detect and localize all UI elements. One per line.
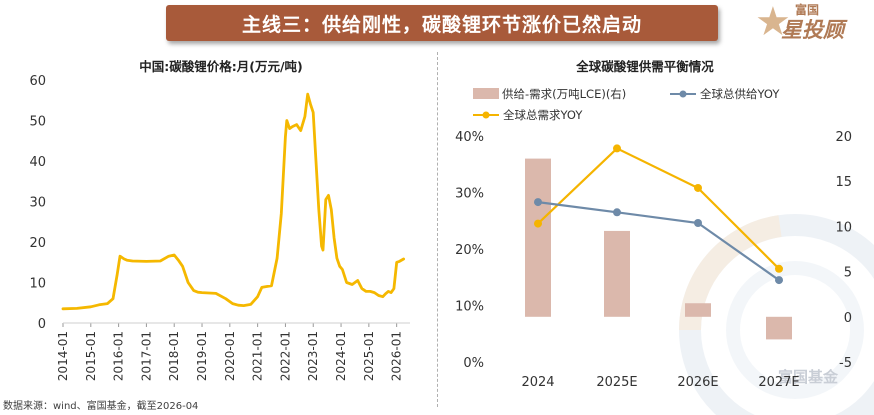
supply-demand-gap-bar	[604, 230, 630, 317]
supply-yoy-point	[775, 276, 783, 285]
right-right-axis-tick: 10	[835, 220, 852, 235]
right-right-axis-tick: 20	[835, 130, 852, 145]
right-left-axis-tick: 0%	[463, 356, 484, 371]
logo-top-text: 富国	[795, 3, 820, 17]
right-right-axis-tick: 15	[835, 175, 852, 190]
left-x-tick-label: 2014-01	[56, 331, 70, 381]
demand-yoy-line	[537, 147, 780, 270]
right-chart-title: 全球碳酸锂供需平衡情况	[575, 59, 714, 74]
watermark-text: 富国基金	[778, 368, 839, 386]
demand-yoy-point	[534, 219, 542, 228]
left-x-tick-label: 2026-01	[390, 331, 404, 381]
left-chart-title: 中国:碳酸锂价格:月(万元/吨)	[139, 59, 303, 74]
left-x-tick-label: 2020-01	[223, 331, 237, 381]
right-category-label: 2025E	[596, 375, 637, 390]
left-x-tick-label: 2023-01	[306, 331, 320, 381]
left-y-tick-label: 40	[29, 155, 46, 170]
supply-demand-gap-bar	[525, 158, 551, 317]
right-category-label: 2026E	[677, 375, 718, 390]
right-category-label: 2024	[521, 375, 554, 390]
legend: 供给-需求(万吨LCE)(右) 全球总供给YOY 全球总需求YOY	[473, 87, 780, 122]
banner-title-text: 主线三：供给刚性，碳酸锂环节涨价已然启动	[241, 13, 642, 36]
banner-title: 主线三：供给刚性，碳酸锂环节涨价已然启动	[166, 5, 718, 41]
legend-demand-label: 全球总需求YOY	[503, 108, 583, 122]
logo-main-text: 星投顾	[781, 18, 844, 42]
right-right-axis-tick: 5	[844, 266, 852, 281]
supply-yoy-point	[613, 208, 621, 217]
right-left-axis-tick: 30%	[455, 187, 484, 202]
right-left-axis-tick: 10%	[455, 300, 484, 315]
legend-supply-marker	[679, 90, 687, 98]
supply-yoy-line	[537, 201, 780, 281]
supply-yoy-point	[694, 219, 702, 228]
demand-yoy-point	[775, 264, 783, 273]
left-y-tick-label: 0	[38, 317, 46, 332]
star-icon: ★	[755, 0, 791, 45]
legend-demand-marker	[482, 111, 490, 119]
demand-yoy-point	[613, 144, 621, 153]
brand-logo: ★ 富国 星投顾	[755, 0, 860, 50]
left-y-tick-label: 20	[29, 236, 46, 251]
left-x-tick-label: 2025-01	[362, 331, 376, 381]
legend-bar-swatch	[473, 88, 499, 99]
left-x-tick-label: 2015-01	[84, 331, 98, 381]
left-x-tick-label: 2019-01	[195, 331, 209, 381]
left-x-tick-label: 2016-01	[112, 331, 126, 381]
right-right-axis-tick: 0	[844, 311, 852, 326]
left-y-tick-label: 60	[29, 74, 46, 89]
legend-bar-label: 供给-需求(万吨LCE)(右)	[502, 87, 626, 101]
left-x-tick-label: 2022-01	[278, 331, 292, 381]
right-left-axis-tick: 20%	[455, 243, 484, 258]
price-series-line	[61, 92, 405, 311]
right-right-axis-tick: -5	[839, 356, 852, 371]
panel-divider	[437, 52, 438, 407]
left-x-tick-label: 2021-01	[251, 331, 265, 381]
left-y-tick-label: 30	[29, 196, 46, 211]
left-y-tick-label: 50	[29, 115, 46, 130]
supply-demand-gap-bar	[685, 303, 711, 317]
source-note: 数据来源：wind、富国基金，截至2026-04	[3, 401, 199, 412]
left-x-tick-label: 2024-01	[334, 331, 348, 381]
right-category-label: 2027E	[758, 375, 799, 390]
demand-yoy-point	[694, 183, 702, 192]
left-x-tick-label: 2018-01	[167, 331, 181, 381]
legend-supply-label: 全球总供给YOY	[700, 87, 780, 101]
left-x-tick-label: 2017-01	[139, 331, 153, 381]
right-left-axis-tick: 40%	[455, 130, 484, 145]
supply-yoy-point	[534, 198, 542, 207]
supply-demand-gap-bar	[766, 316, 792, 340]
left-y-tick-label: 10	[29, 277, 46, 292]
